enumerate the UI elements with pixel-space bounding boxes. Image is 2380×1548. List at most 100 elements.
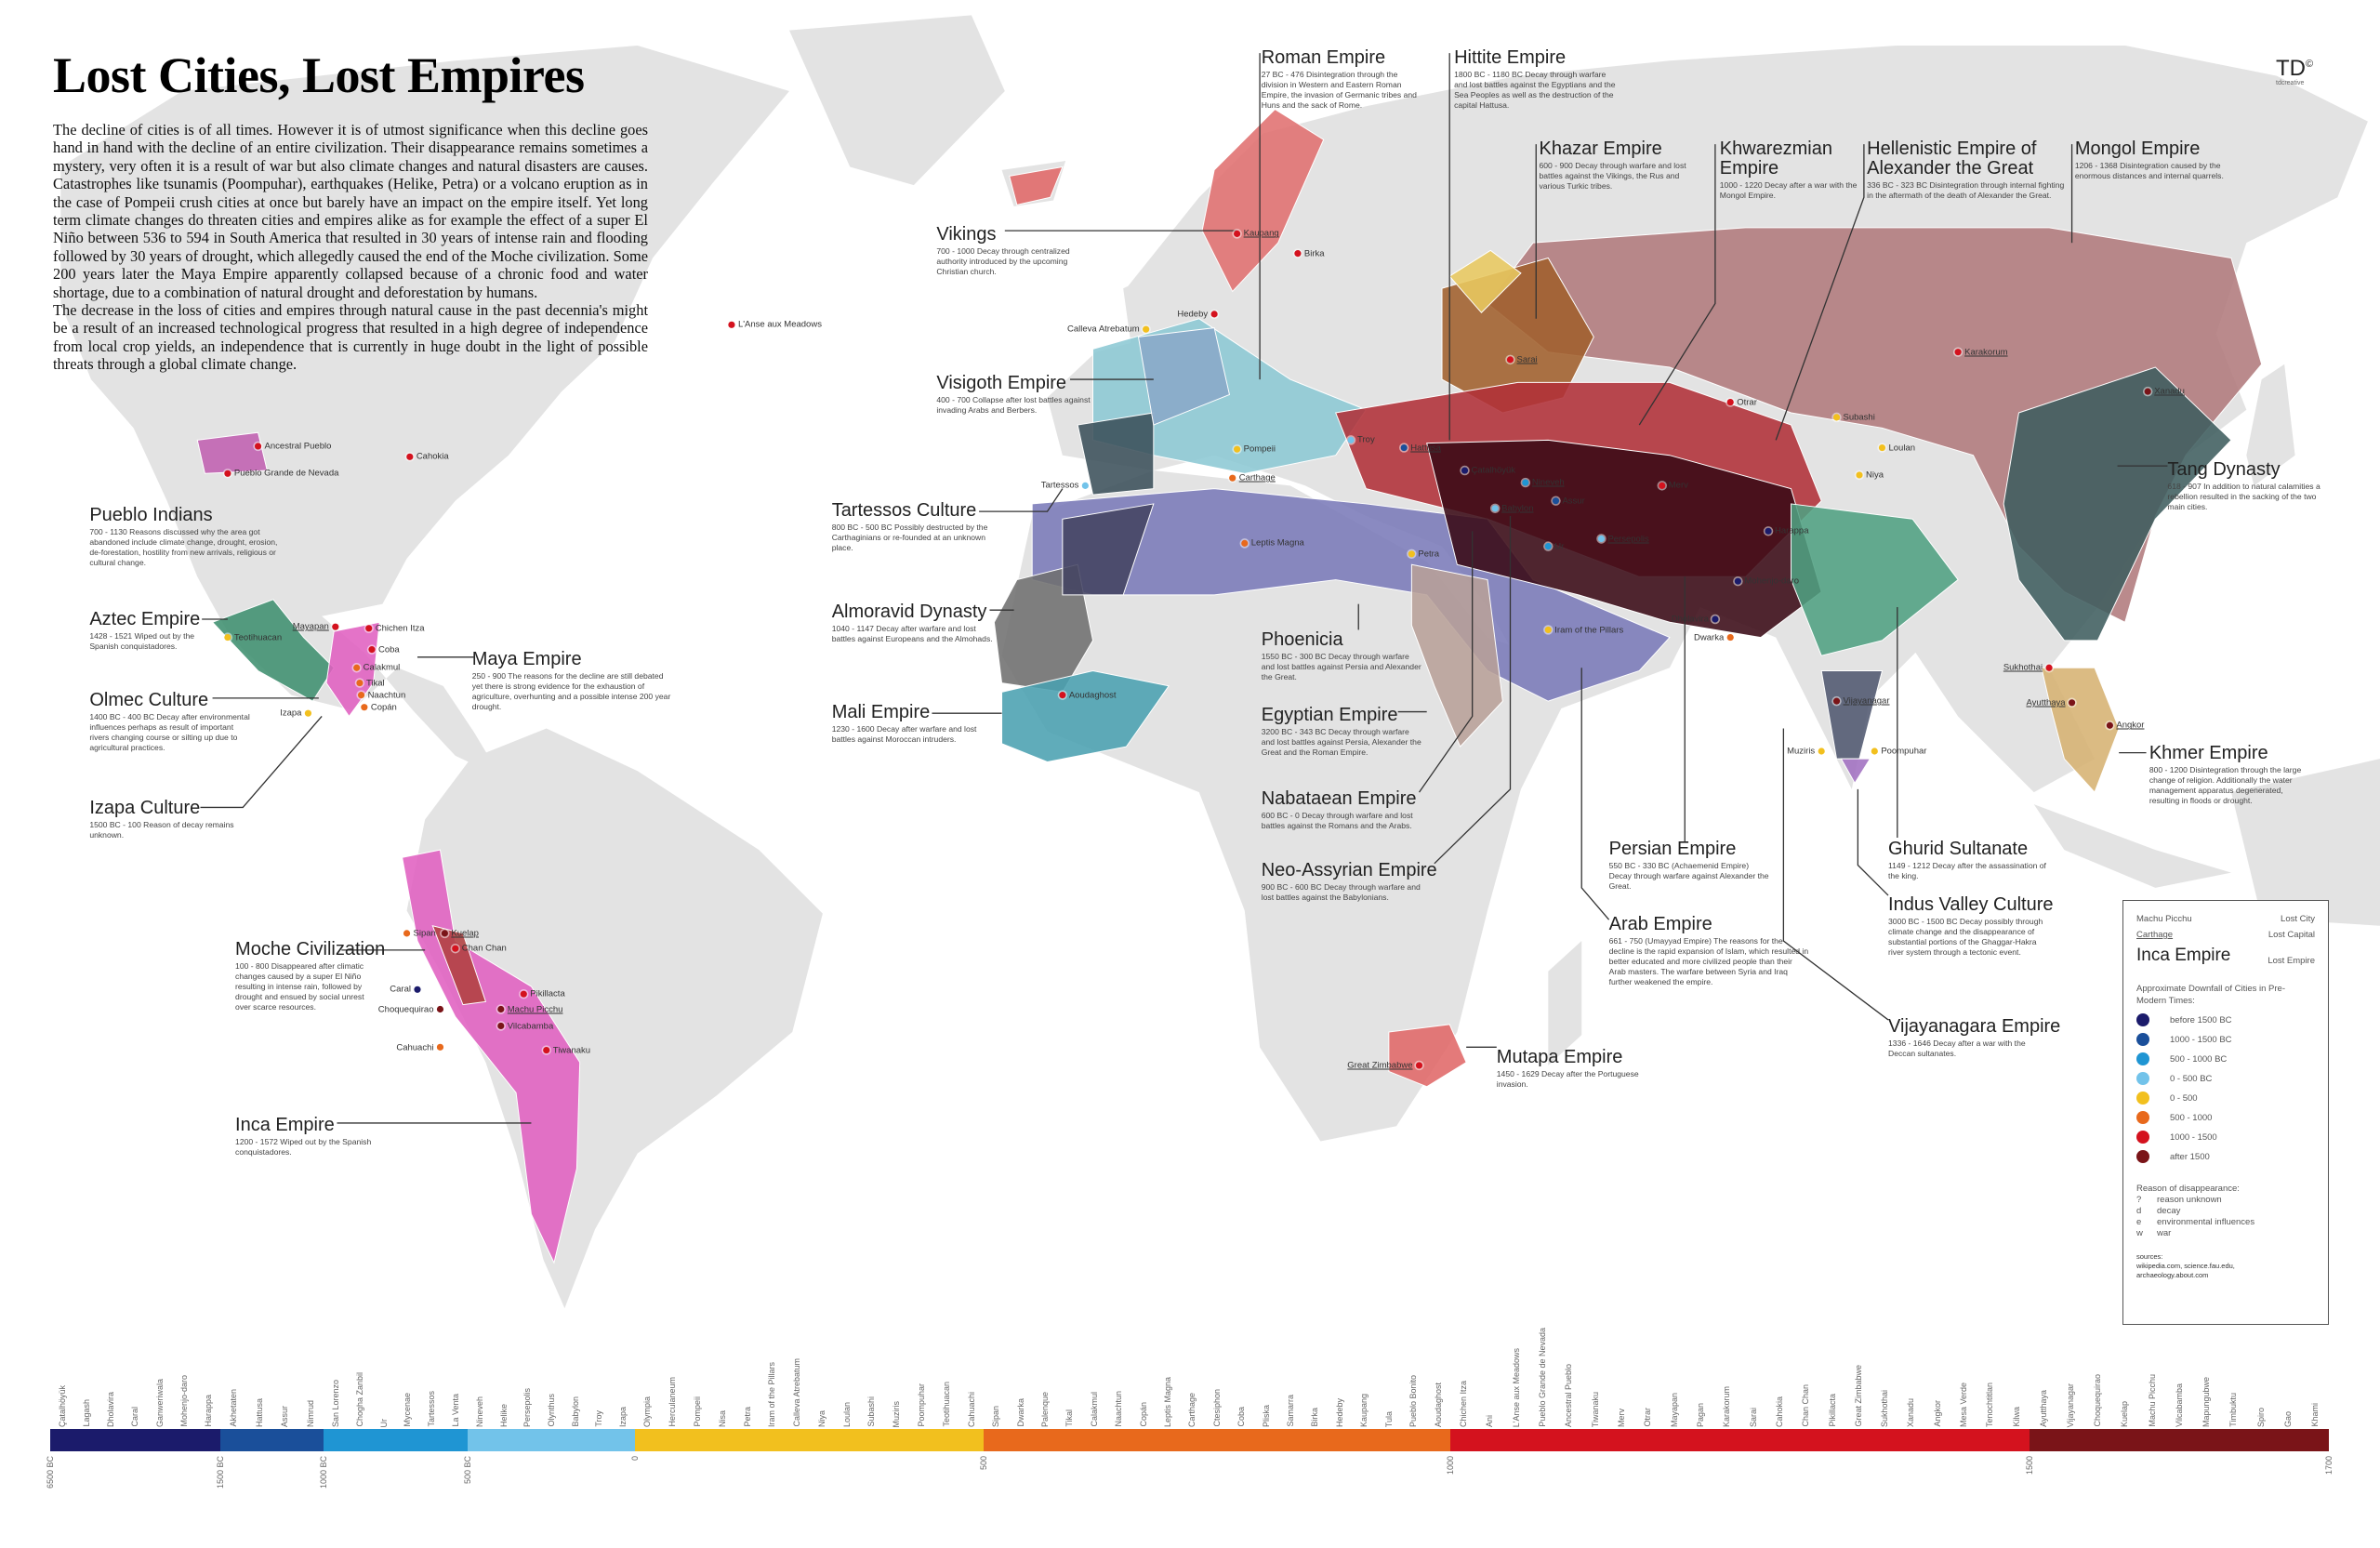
reason-key: w [2136, 1228, 2143, 1238]
empire-description: 1230 - 1600 Decay after warfare and lost… [831, 723, 977, 744]
city-label: Persepolis [1607, 534, 1649, 545]
timeline-city: Iram of the Pillars [767, 1361, 777, 1427]
city-dot [520, 990, 527, 998]
timeline-city: Kuelap [2120, 1400, 2130, 1427]
timeline-segment [220, 1429, 324, 1451]
empire-description: 1800 BC - 1180 BC Decay through warfare … [1454, 70, 1616, 111]
legend-era-item: 1000 - 1500 BC [2136, 1033, 2315, 1046]
city-dot [441, 930, 448, 937]
empire-name: Inca Empire [235, 1115, 335, 1135]
leader-lines [200, 53, 2168, 1124]
territory-vijayanagara [1840, 758, 1871, 785]
timeline-city: Khami [2310, 1403, 2320, 1427]
empire-name: Neo-Assyrian Empire [1261, 859, 1437, 880]
timeline-city: Nimrud [306, 1399, 316, 1427]
legend-era-heading: Approximate Downfall of Cities in Pre-Mo… [2136, 984, 2285, 1006]
city-label: Birka [1303, 248, 1325, 259]
timeline-city: Tartessos [427, 1391, 437, 1427]
timeline-segment [635, 1429, 984, 1451]
city-label: Assur [1562, 496, 1585, 507]
empire-description: 800 - 1200 Disintegration through the la… [2149, 765, 2302, 805]
timeline-group: Çatalhöyük Lagash Dholavira Caral Ganweriwal… [50, 1292, 220, 1427]
city-dot [1143, 325, 1150, 333]
timeline-city: Harappa [203, 1395, 213, 1427]
timeline-tick: 1000 [1446, 1456, 1455, 1475]
city-dot [406, 453, 414, 460]
timeline-tick: 1500 BC [216, 1456, 225, 1489]
empire-label: Nabataean Empire 600 BC - 0 Decay through… [1262, 788, 1424, 831]
empire-label: Almoravid Dynasty 1040 - 1147 Decay after… [832, 602, 995, 644]
timeline-group: Sipan Dwarka Palenque Tikal Calakmul Naachtun… [984, 1292, 1450, 1427]
empire-description: 1400 BC - 400 BC Decay after environment… [89, 711, 250, 752]
empire-label: Vijayanagara Empire 1336 - 1646 Decay aft… [1888, 1016, 2060, 1059]
empire-name: Hellenistic Empire of Alexander the Grea… [1867, 139, 2037, 179]
indonesia [2033, 804, 2231, 888]
timeline-tick: 500 [979, 1456, 988, 1471]
empire-name: Mongol Empire [2074, 139, 2201, 160]
city-dot [1210, 311, 1218, 318]
city-label: Karakorum [1964, 347, 2008, 358]
empire-label: Izapa Culture 1500 BC - 100 Reason of dec… [89, 797, 252, 840]
australia [2231, 759, 2380, 926]
empire-name: Phoenicia [1261, 628, 1343, 650]
legend: Machu Picchu Lost City Carthage Lost Capit… [2122, 900, 2329, 1325]
empire-description: 3000 BC - 1500 BC Decay possibly through… [1888, 917, 2043, 958]
empire-name: Visigoth Empire [936, 372, 1067, 393]
city-dot [224, 633, 231, 642]
city-label: Leptis Magna [1250, 537, 1304, 549]
empire-description: 900 BC - 600 BC Decay through warfare an… [1261, 881, 1421, 902]
city-label: Loulan [1888, 443, 1916, 454]
era-color-dot [2136, 1150, 2149, 1163]
timeline-tick: 1000 BC [319, 1456, 328, 1489]
city-label: Petra [1418, 549, 1440, 560]
city-dot [1818, 748, 1825, 755]
empire-territories [196, 108, 2263, 1264]
timeline-city: Pliska [1261, 1404, 1271, 1427]
timeline-group: Ayutthaya Vijayanagar Choquequirao Kuelap Ma… [2030, 1292, 2329, 1427]
era-color-dot [2136, 1092, 2149, 1105]
city-label: Dholavira [1671, 614, 1709, 625]
empire-label: Vikings 700 - 1000 Decay through centrali… [936, 224, 1099, 277]
empire-description: 1200 - 1572 Wiped out by the Spanish con… [235, 1137, 372, 1157]
city-dot [1856, 471, 1863, 479]
sources-line: archaeology.about.com [2136, 1271, 2209, 1279]
empire-name: Mutapa Empire [1496, 1046, 1623, 1067]
city-label: Kuelap [451, 928, 479, 939]
empire-label: Khmer Empire 800 - 1200 Disintegration th… [2149, 744, 2312, 806]
empire-name: Khazar Empire [1539, 139, 1662, 160]
territory-khmer [2041, 667, 2120, 794]
timeline-city: Tula [1383, 1410, 1394, 1427]
city-label: Iram of the Pillars [1554, 625, 1624, 636]
era-label: 0 - 500 BC [2170, 1073, 2213, 1084]
empire-name: Khmer Empire [2149, 743, 2268, 763]
empire-name: Khwarezmian Empire [1719, 139, 1832, 179]
timeline-city: Kaupang [1359, 1393, 1369, 1427]
empire-name: Izapa Culture [89, 797, 201, 818]
madagascar [1548, 941, 1582, 1065]
city-dot [1832, 414, 1841, 421]
timeline-city: Chichen Itza [1459, 1380, 1469, 1427]
legend-era-item: before 1500 BC [2136, 1013, 2315, 1026]
empire-label: Mongol Empire 1206 - 1368 Disintegration … [2075, 139, 2238, 181]
city-dot [1059, 692, 1066, 699]
city-dot [1726, 398, 1734, 406]
city-label: Ur [1554, 541, 1565, 552]
timeline-city: Çatalhöyük [58, 1384, 68, 1427]
city-dot [1734, 577, 1741, 585]
legend-sources: sources: wikipedia.com, science.fau.edu,… [2136, 1252, 2315, 1280]
logo-sub: tdcreative [2276, 80, 2305, 86]
reason-key: e [2136, 1217, 2142, 1227]
city-dot [1408, 550, 1415, 558]
empire-label: Persian Empire 550 BC - 330 BC (Achaemeni… [1609, 839, 1772, 892]
empire-description: 1040 - 1147 Decay after warfare and lost… [831, 624, 993, 644]
empire-description: 1336 - 1646 Decay after a war with the D… [1888, 1038, 2026, 1058]
timeline-city: Karakorum [1722, 1385, 1732, 1427]
timeline-city: Mapungubwe [2202, 1376, 2212, 1427]
timeline-segment [2030, 1429, 2329, 1451]
legend-example: Machu Picchu [2136, 914, 2192, 924]
empire-description: 1500 BC - 100 Reason of decay remains un… [89, 819, 234, 840]
timeline-city: Poompuhar [916, 1383, 926, 1427]
empire-name: Indus Valley Culture [1888, 894, 2054, 916]
timeline-group: Akhetaten Hattusa Assur Nimrud [220, 1292, 324, 1427]
